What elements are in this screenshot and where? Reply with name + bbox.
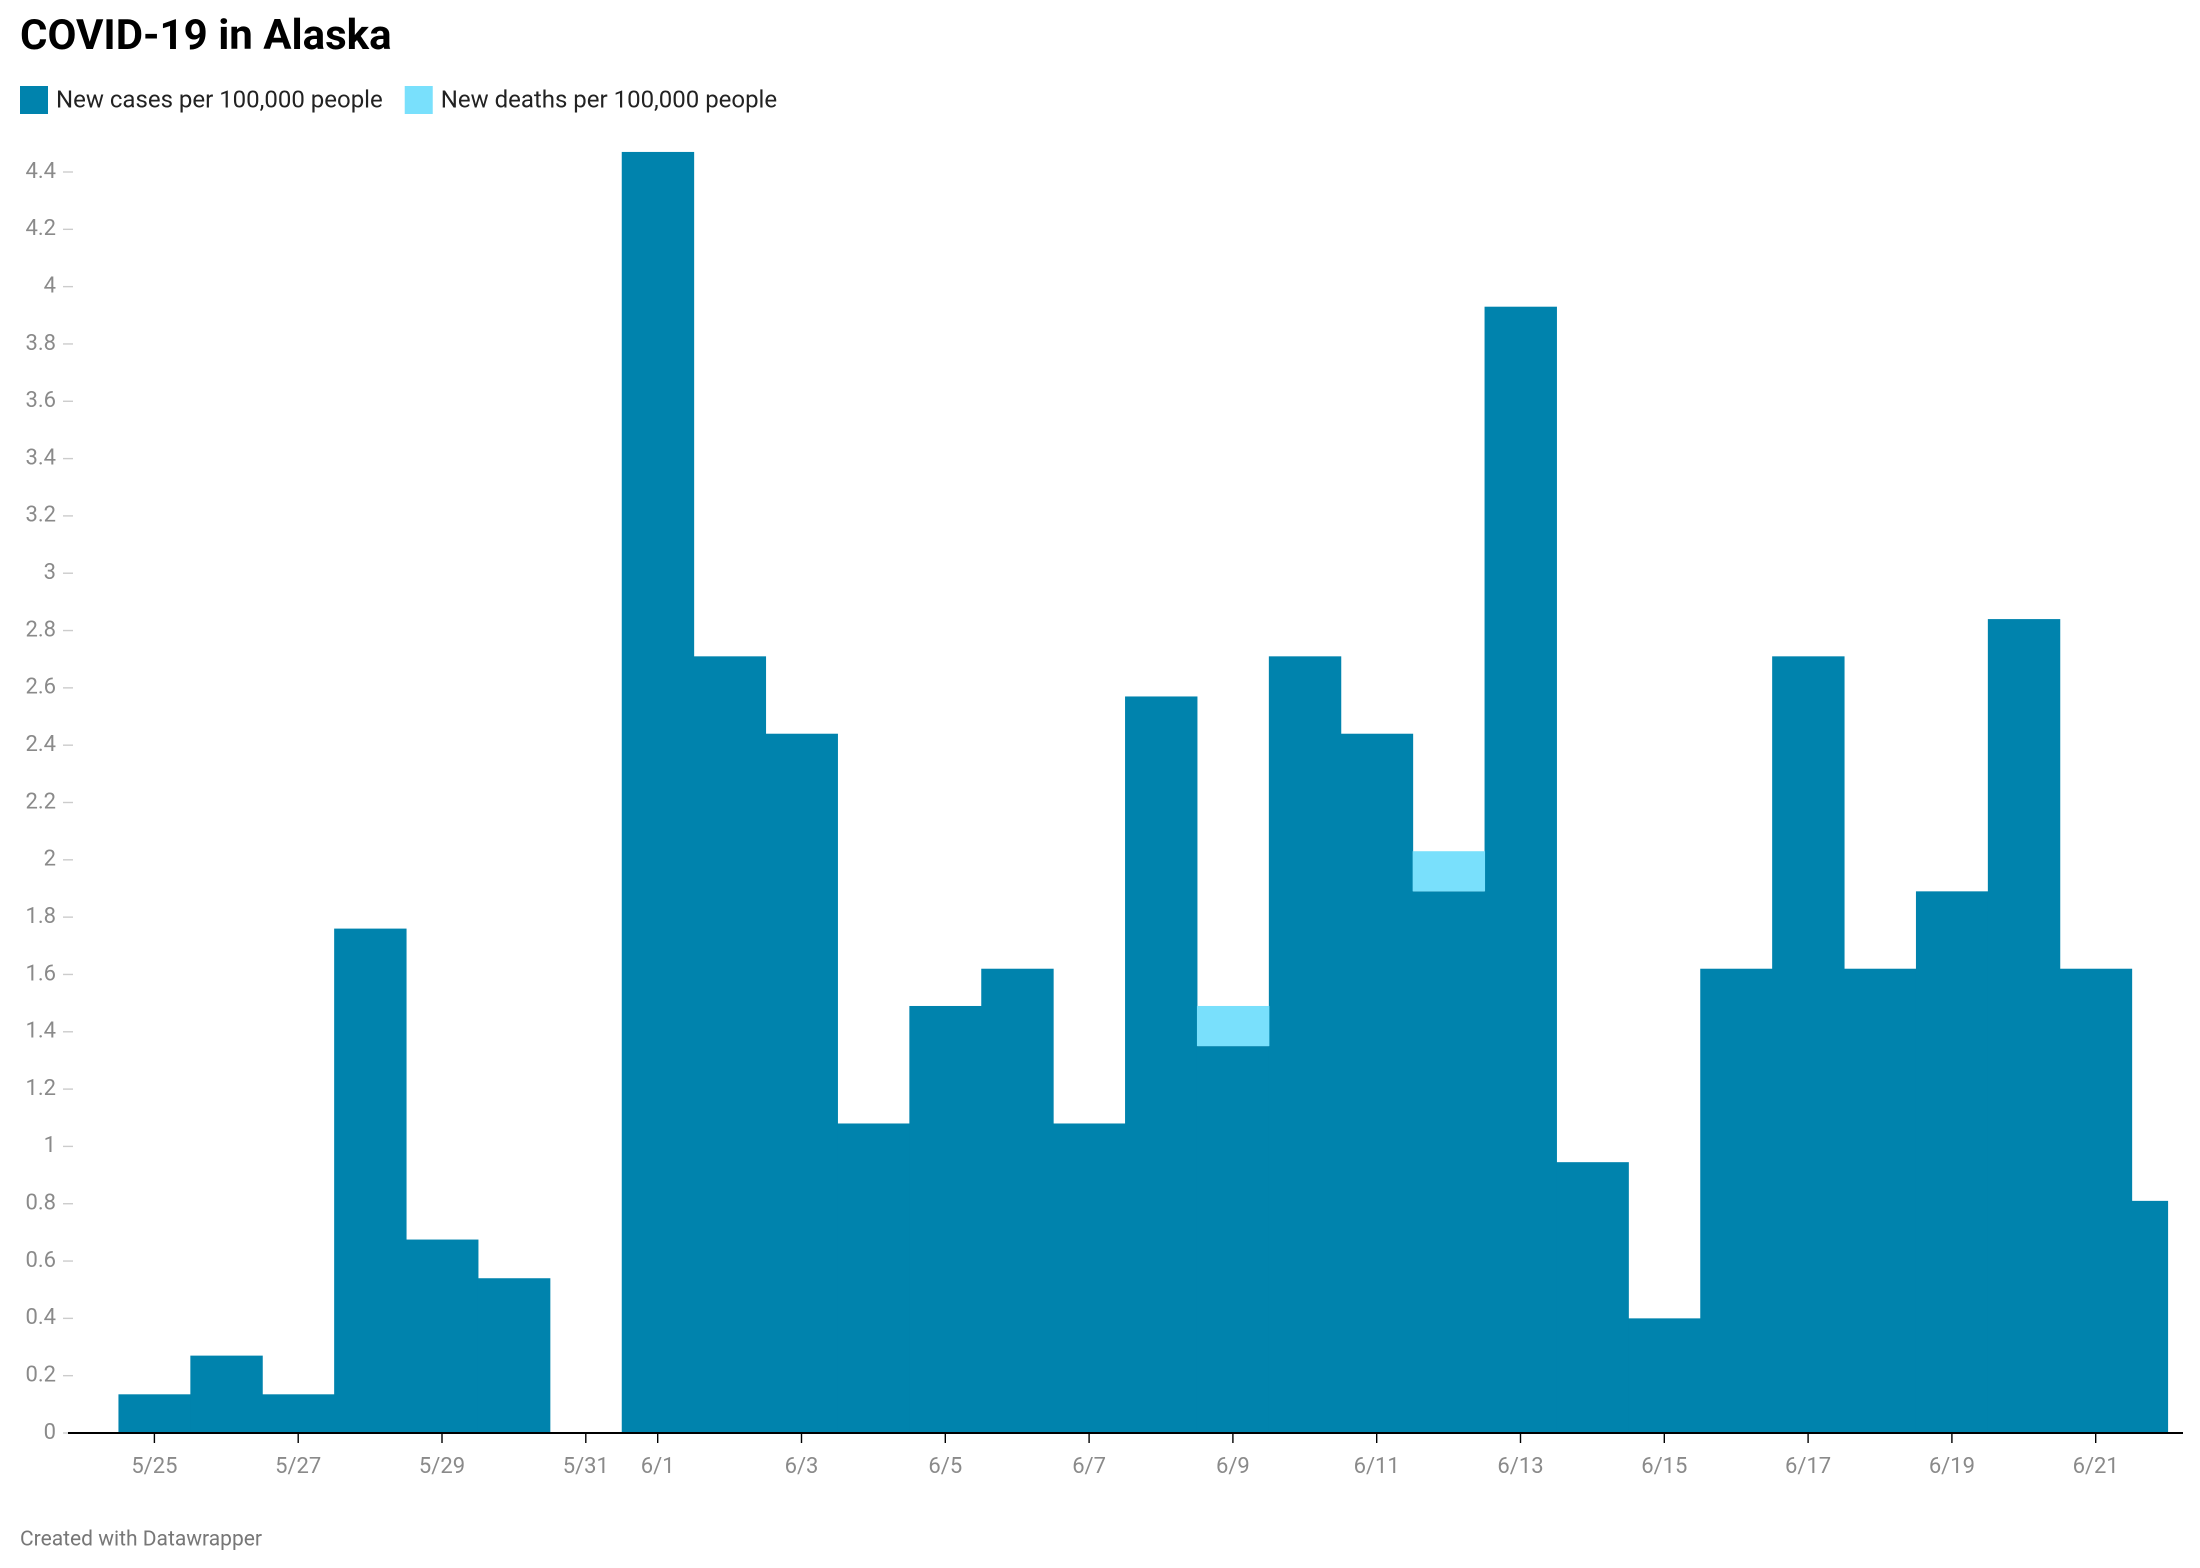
- bar: [837, 1123, 910, 1433]
- bar: [1844, 968, 1917, 1433]
- legend-label: New deaths per 100,000 people: [441, 85, 777, 113]
- bar: [1268, 656, 1342, 1433]
- y-tick-label: 2.2: [25, 789, 56, 814]
- x-tick-label: 6/19: [1929, 1454, 1975, 1479]
- bar: [1412, 891, 1486, 1433]
- y-tick-label: 4.4: [25, 159, 56, 184]
- y-tick-label: 0: [44, 1420, 56, 1445]
- bar: [190, 1355, 263, 1433]
- bar: [909, 1005, 982, 1433]
- bar: [621, 151, 695, 1434]
- legend-swatch: [20, 86, 48, 114]
- bar: [1196, 1005, 1270, 1047]
- x-tick-label: 6/15: [1641, 1454, 1687, 1479]
- y-tick-label: 4: [44, 273, 56, 298]
- y-tick-label: 1: [44, 1133, 56, 1158]
- bar: [1196, 1046, 1270, 1433]
- bar: [2131, 1200, 2169, 1433]
- bar: [1053, 1123, 1126, 1433]
- bar: [1772, 656, 1845, 1433]
- x-tick-label: 5/29: [419, 1454, 465, 1479]
- y-tick-label: 1.8: [25, 904, 56, 929]
- bar: [1628, 1318, 1701, 1433]
- chart-title: COVID-19 in Alaska: [20, 11, 392, 60]
- bar: [1700, 968, 1773, 1433]
- x-tick-label: 6/7: [1072, 1454, 1106, 1479]
- y-tick-label: 3: [44, 560, 56, 585]
- y-tick-label: 2.6: [25, 675, 56, 700]
- bar: [981, 968, 1054, 1433]
- y-tick-label: 0.2: [25, 1362, 56, 1387]
- y-tick-label: 2.4: [25, 732, 56, 757]
- bar: [765, 733, 838, 1433]
- x-tick-label: 6/5: [928, 1454, 962, 1479]
- bar: [334, 928, 407, 1433]
- y-tick-label: 0.6: [25, 1248, 56, 1273]
- y-tick-label: 1.6: [25, 961, 56, 986]
- bar: [262, 1394, 335, 1433]
- bar: [477, 1278, 551, 1433]
- x-tick-label: 5/25: [131, 1454, 177, 1479]
- y-tick-label: 2: [44, 847, 56, 872]
- x-tick-label: 6/11: [1354, 1454, 1400, 1479]
- y-tick-label: 3.4: [25, 445, 56, 470]
- bar: [1484, 306, 1557, 1433]
- bar: [1412, 851, 1486, 892]
- y-tick-label: 3.6: [25, 388, 56, 413]
- y-tick-label: 1.4: [25, 1019, 56, 1044]
- bar: [1556, 1162, 1629, 1433]
- bar: [118, 1394, 191, 1433]
- y-tick-label: 0.4: [25, 1305, 56, 1330]
- y-tick-label: 4.2: [25, 216, 56, 241]
- y-tick-label: 1.2: [25, 1076, 56, 1101]
- y-tick-label: 3.8: [25, 331, 56, 356]
- x-tick-label: 5/31: [563, 1454, 609, 1479]
- footer: Created with Datawrapper: [20, 1528, 262, 1552]
- x-tick-label: 6/17: [1785, 1454, 1831, 1479]
- y-tick-label: 2.8: [25, 617, 56, 642]
- x-tick-label: 6/13: [1497, 1454, 1543, 1479]
- x-tick-label: 6/9: [1216, 1454, 1250, 1479]
- y-tick-label: 3.2: [25, 503, 56, 528]
- bar: [1125, 696, 1198, 1433]
- y-tick-label: 0.8: [25, 1191, 56, 1216]
- x-tick-label: 5/27: [275, 1454, 321, 1479]
- legend-swatch: [404, 86, 433, 114]
- bar: [1340, 733, 1414, 1433]
- x-tick-label: 6/21: [2073, 1454, 2119, 1479]
- bar: [693, 656, 767, 1433]
- bar: [2059, 968, 2133, 1433]
- x-tick-label: 6/3: [785, 1454, 819, 1479]
- bar: [406, 1239, 479, 1433]
- bar: [1915, 891, 1989, 1433]
- x-tick-label: 6/1: [641, 1454, 675, 1479]
- bar: [1987, 619, 2061, 1433]
- legend-label: New cases per 100,000 people: [56, 85, 383, 113]
